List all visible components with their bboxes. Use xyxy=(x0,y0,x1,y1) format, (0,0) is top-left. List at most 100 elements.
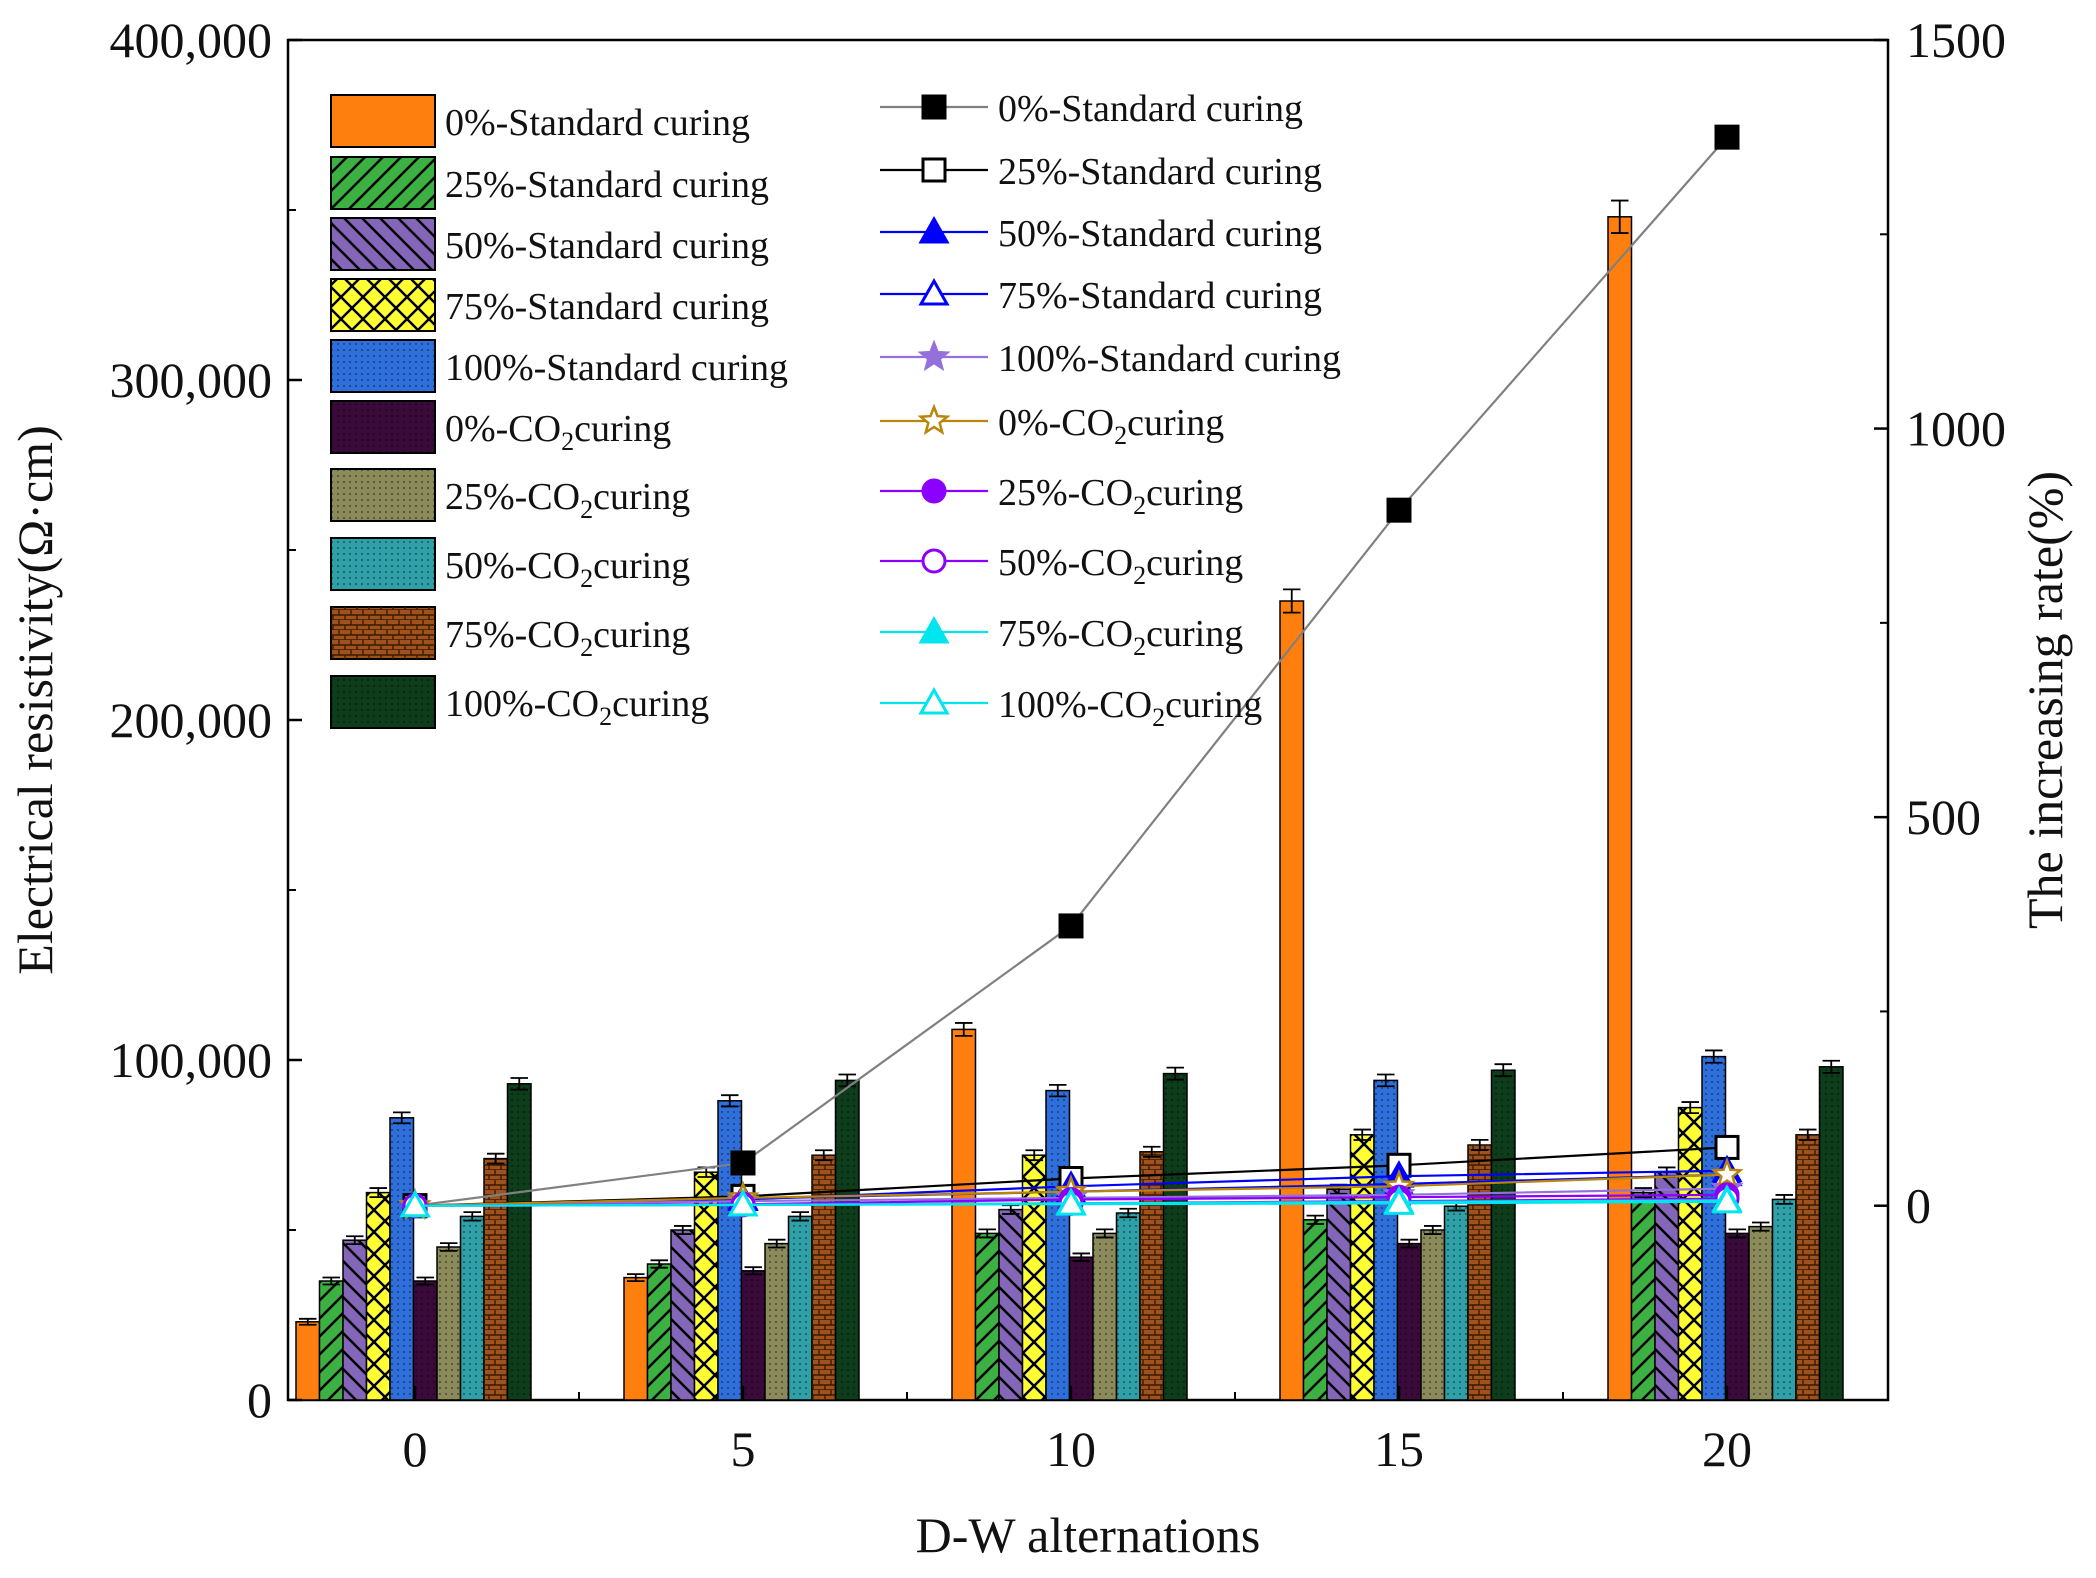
bar-0-standard-curing-10 xyxy=(951,1028,977,1401)
legend-marker-0-co2curing xyxy=(917,403,951,436)
rate-point-0-standard-curing-5 xyxy=(730,1150,756,1176)
legend-bar-label-25-co2curing: 25%-CO2curing xyxy=(445,476,690,524)
bar-pattern-100-co2curing-10 xyxy=(1163,1073,1187,1400)
error-bar-50-standard-curing-0 xyxy=(346,1235,364,1246)
error-bar-75-co2curing-0 xyxy=(487,1152,505,1165)
legend-marker-100-co2curing xyxy=(918,686,950,715)
rate-point-100-co2curing-5 xyxy=(727,1188,759,1217)
legend-swatch-pattern-0-co2curing xyxy=(331,401,435,453)
rate-point-0-standard-curing-20 xyxy=(1714,124,1740,150)
error-bar-100-co2curing-20 xyxy=(1822,1059,1840,1074)
error-bar-100-standard-curing-5 xyxy=(721,1094,739,1108)
x-tick-label: 20 xyxy=(1702,1421,1752,1477)
legend-swatch-pattern-25-co2curing xyxy=(331,469,435,521)
legend-lines: 0%-Standard curing 25%-Standard curing 50%… xyxy=(880,88,1341,732)
error-bar-100-standard-curing-10 xyxy=(1049,1083,1067,1098)
error-bar-100-co2curing-10 xyxy=(1166,1066,1184,1081)
bar-pattern-25-co2curing-10 xyxy=(1093,1233,1117,1400)
bar-pattern-0-co2curing-15 xyxy=(1397,1243,1421,1400)
error-bar-25-co2curing-10 xyxy=(1096,1228,1114,1239)
bar-pattern-50-standard-curing-15 xyxy=(1327,1189,1351,1400)
bar-pattern-75-co2curing-0 xyxy=(484,1158,508,1400)
legend-bar-label-50-co2curing: 50%-CO2curing xyxy=(445,545,690,593)
legend-line-label-100-co2curing: 100%-CO2curing xyxy=(998,684,1262,732)
error-bar-0-standard-curing-20 xyxy=(1611,199,1629,234)
legend-bar-label-75-co2curing: 75%-CO2curing xyxy=(445,614,690,662)
y2-tick-label: 1500 xyxy=(1906,12,2006,68)
bar-pattern-50-co2curing-15 xyxy=(1444,1206,1468,1400)
bar-pattern-75-co2curing-20 xyxy=(1796,1134,1820,1400)
bar-0-standard-curing-0 xyxy=(295,1321,321,1401)
legend-swatch-pattern-25-standard-curing xyxy=(331,157,435,209)
legend-line-label-0-standard-curing: 0%-Standard curing xyxy=(998,88,1303,130)
rate-point-100-co2curing-15 xyxy=(1383,1187,1415,1215)
legend-bar-label-100-co2curing: 100%-CO2curing xyxy=(445,683,709,731)
legend-bar-label-0-co2curing: 0%-CO2curing xyxy=(445,408,671,456)
bar-0-standard-curing-15 xyxy=(1279,600,1305,1401)
legend-marker-50-co2curing xyxy=(921,548,947,574)
bar-pattern-0-co2curing-5 xyxy=(741,1270,765,1400)
error-bar-100-co2curing-15 xyxy=(1494,1063,1512,1078)
error-bar-50-co2curing-10 xyxy=(1119,1207,1137,1219)
rate-point-100-co2curing-0 xyxy=(399,1189,431,1218)
error-bar-25-co2curing-20 xyxy=(1752,1221,1770,1232)
bar-pattern-100-standard-curing-20 xyxy=(1702,1056,1726,1400)
error-bar-0-standard-curing-5 xyxy=(627,1273,645,1283)
bar-pattern-50-co2curing-5 xyxy=(788,1216,812,1400)
error-bar-100-standard-curing-0 xyxy=(393,1111,411,1125)
rate-point-100-co2curing-20 xyxy=(1711,1185,1743,1214)
legend-line-label-100-standard-curing: 100%-Standard curing xyxy=(998,338,1341,380)
error-bar-25-standard-curing-0 xyxy=(322,1276,340,1286)
axes-layer: 0100,000200,000300,000400,00005001000150… xyxy=(110,12,2007,1477)
y-tick-label: 200,000 xyxy=(110,692,273,748)
error-bar-0-co2curing-20 xyxy=(1728,1228,1746,1239)
lines-layer xyxy=(398,124,1744,1220)
legend-line-label-0-co2curing: 0%-CO2curing xyxy=(998,402,1224,450)
x-tick-label: 0 xyxy=(403,1421,428,1477)
error-bar-25-standard-curing-15 xyxy=(1306,1214,1324,1225)
legend-line-label-75-co2curing: 75%-CO2curing xyxy=(998,613,1243,661)
error-bar-25-co2curing-0 xyxy=(440,1242,458,1252)
error-bar-75-standard-curing-10 xyxy=(1025,1149,1043,1162)
legend-line-label-75-standard-curing: 75%-Standard curing xyxy=(998,275,1322,317)
y-tick-label: 400,000 xyxy=(110,12,273,68)
bar-pattern-50-standard-curing-0 xyxy=(343,1240,367,1400)
error-bar-25-standard-curing-5 xyxy=(650,1259,668,1269)
error-bar-75-co2curing-10 xyxy=(1143,1145,1161,1158)
bar-pattern-100-standard-curing-5 xyxy=(718,1100,742,1400)
bar-pattern-100-standard-curing-15 xyxy=(1374,1080,1398,1400)
legend-swatch-pattern-75-standard-curing xyxy=(331,279,435,331)
error-bar-100-co2curing-5 xyxy=(838,1073,856,1088)
legend-bar-label-25-standard-curing: 25%-Standard curing xyxy=(445,164,769,206)
bar-pattern-75-co2curing-10 xyxy=(1140,1151,1164,1400)
legend-bars: 0%-Standard curing 25%-Standard curing 50%… xyxy=(330,94,788,731)
error-bar-75-standard-curing-20 xyxy=(1681,1101,1699,1115)
legend-swatch-pattern-50-co2curing xyxy=(331,538,435,590)
legend-line-label-50-co2curing: 50%-CO2curing xyxy=(998,542,1243,590)
y-tick-label: 0 xyxy=(247,1372,272,1428)
legend-line-label-50-standard-curing: 50%-Standard curing xyxy=(998,213,1322,255)
legend-swatch-pattern-50-standard-curing xyxy=(331,218,435,270)
rate-point-0-standard-curing-15 xyxy=(1386,497,1412,523)
bar-pattern-25-standard-curing-5 xyxy=(647,1264,671,1400)
rate-point-0-co2curing-20 xyxy=(1710,1157,1744,1189)
bar-pattern-50-standard-curing-5 xyxy=(671,1230,695,1400)
legend-bar-label-50-standard-curing: 50%-Standard curing xyxy=(445,225,769,267)
y2-axis-title: The increasing rate(%) xyxy=(2017,471,2073,929)
y2-tick-label: 1000 xyxy=(1906,401,2006,457)
legend-marker-75-standard-curing xyxy=(918,277,950,306)
legend-marker-50-standard-curing xyxy=(918,215,950,244)
error-bar-0-co2curing-0 xyxy=(416,1276,434,1286)
bar-pattern-75-standard-curing-10 xyxy=(1022,1155,1046,1400)
bar-pattern-100-co2curing-15 xyxy=(1491,1070,1515,1400)
x-tick-label: 5 xyxy=(731,1421,756,1477)
bar-pattern-75-standard-curing-20 xyxy=(1678,1107,1702,1400)
legend-line-label-25-co2curing: 25%-CO2curing xyxy=(998,472,1243,520)
y-tick-label: 300,000 xyxy=(110,352,273,408)
x-axis-title: D-W alternations xyxy=(916,1507,1261,1563)
y2-tick-label: 0 xyxy=(1906,1178,1931,1234)
x-tick-label: 15 xyxy=(1374,1421,1424,1477)
error-bar-0-standard-curing-0 xyxy=(299,1317,317,1326)
